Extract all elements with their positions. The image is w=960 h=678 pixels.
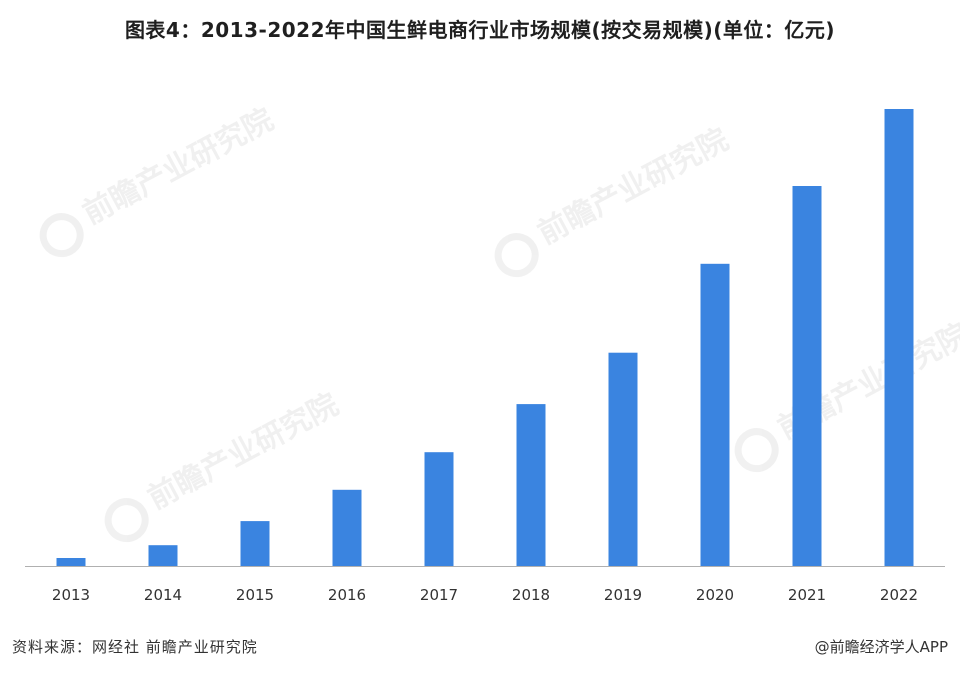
bar-2020	[700, 263, 730, 566]
x-tick-label: 2022	[880, 586, 918, 604]
credit-note: @前瞻经济学人APP	[814, 638, 948, 656]
bar-2017	[424, 452, 454, 566]
x-tick-label: 2018	[512, 586, 550, 604]
bar-2022	[884, 109, 914, 566]
bar-2014	[148, 545, 178, 566]
x-tick-label: 2015	[236, 586, 274, 604]
x-tick-label: 2019	[604, 586, 642, 604]
x-tick-label: 2016	[328, 586, 366, 604]
x-tick-label: 2013	[52, 586, 90, 604]
bar-2018	[516, 404, 546, 566]
bar-2013	[56, 558, 86, 566]
x-tick-label: 2020	[696, 586, 734, 604]
bar-2019	[608, 352, 638, 566]
x-tick-label: 2017	[420, 586, 458, 604]
x-tick-labels: 2013 2014 2015 2016 2017 2018 2019 2020 2021 2022	[52, 586, 918, 604]
bar-2015	[240, 521, 270, 566]
x-tick-label: 2014	[144, 586, 182, 604]
bars-group	[56, 109, 914, 566]
source-note: 资料来源：网经社 前瞻产业研究院	[12, 638, 258, 656]
bar-2016	[332, 489, 362, 566]
bar-2021	[792, 186, 822, 566]
x-tick-label: 2021	[788, 586, 826, 604]
chart-title: 图表4：2013-2022年中国生鲜电商行业市场规模(按交易规模)(单位：亿元)	[124, 18, 836, 42]
